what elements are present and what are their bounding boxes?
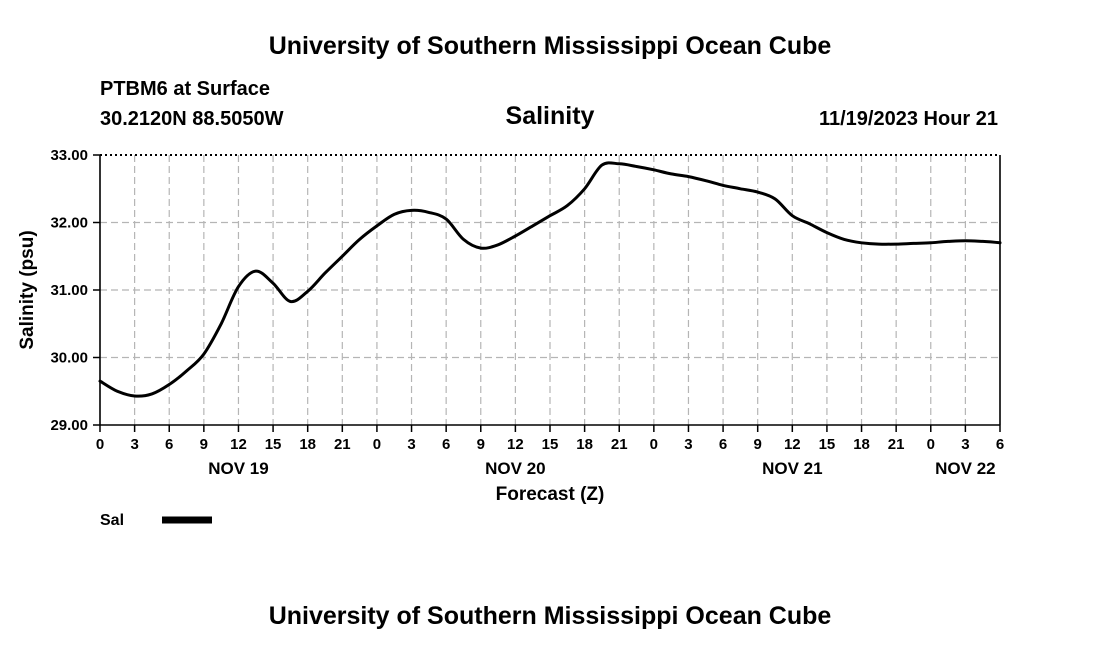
x-tick-label: 0 bbox=[927, 436, 935, 453]
x-tick-label: 18 bbox=[853, 436, 870, 453]
y-tick-label: 31.00 bbox=[50, 282, 88, 299]
x-tick-label: 9 bbox=[200, 436, 208, 453]
x-tick-label: 6 bbox=[442, 436, 450, 453]
main-title: University of Southern Mississippi Ocean… bbox=[269, 32, 832, 60]
x-tick-label: 15 bbox=[265, 436, 282, 453]
x-tick-label: 3 bbox=[407, 436, 415, 453]
y-axis-ticks: 29.00 30.00 31.00 32.00 33.00 bbox=[50, 147, 100, 434]
series-line-sal bbox=[98, 161, 1002, 398]
x-tick-label: 21 bbox=[611, 436, 628, 453]
x-tick-label: 12 bbox=[784, 436, 801, 453]
y-axis-label: Salinity (psu) bbox=[17, 230, 38, 349]
x-tick-label: 12 bbox=[230, 436, 247, 453]
chart-title: Salinity bbox=[506, 102, 595, 130]
station-coords: 30.2120N 88.5050W bbox=[100, 108, 284, 130]
x-tick-label: 6 bbox=[719, 436, 727, 453]
x-tick-label: 0 bbox=[650, 436, 658, 453]
y-tick-label: 29.00 bbox=[50, 417, 88, 434]
legend-label: Sal bbox=[100, 512, 124, 529]
x-tick-label: 12 bbox=[507, 436, 524, 453]
date-label: NOV 22 bbox=[935, 459, 995, 478]
legend: Sal bbox=[100, 512, 212, 529]
station-label: PTBM6 at Surface bbox=[100, 78, 270, 100]
y-tick-label: 33.00 bbox=[50, 147, 88, 164]
date-labels: NOV 19 NOV 20 NOV 21 NOV 22 bbox=[208, 459, 995, 478]
x-tick-label: 3 bbox=[961, 436, 969, 453]
x-tick-label: 9 bbox=[477, 436, 485, 453]
y-tick-label: 30.00 bbox=[50, 350, 88, 367]
x-tick-label: 18 bbox=[299, 436, 316, 453]
x-tick-label: 6 bbox=[996, 436, 1004, 453]
x-axis-ticks: 0 3 6 9 12 15 18 21 0 3 6 9 12 15 18 21 0 3 6 9 12 15 18 21 0 3 6 bbox=[96, 425, 1004, 453]
run-time: 11/19/2023 Hour 21 bbox=[819, 108, 998, 130]
x-tick-label: 3 bbox=[684, 436, 692, 453]
x-tick-label: 0 bbox=[96, 436, 104, 453]
x-axis-label: Forecast (Z) bbox=[496, 484, 605, 505]
x-tick-label: 15 bbox=[542, 436, 559, 453]
date-label: NOV 20 bbox=[485, 459, 545, 478]
date-label: NOV 21 bbox=[762, 459, 822, 478]
x-tick-label: 18 bbox=[576, 436, 593, 453]
x-tick-label: 15 bbox=[819, 436, 836, 453]
x-tick-label: 0 bbox=[373, 436, 381, 453]
grid-lines bbox=[100, 155, 1000, 425]
footer-title: University of Southern Mississippi Ocean… bbox=[269, 602, 832, 630]
x-tick-label: 3 bbox=[130, 436, 138, 453]
x-tick-label: 9 bbox=[754, 436, 762, 453]
date-label: NOV 19 bbox=[208, 459, 268, 478]
x-tick-label: 6 bbox=[165, 436, 173, 453]
y-tick-label: 32.00 bbox=[50, 215, 88, 232]
series-lines bbox=[98, 161, 1002, 398]
x-tick-label: 21 bbox=[888, 436, 905, 453]
x-tick-label: 21 bbox=[334, 436, 351, 453]
